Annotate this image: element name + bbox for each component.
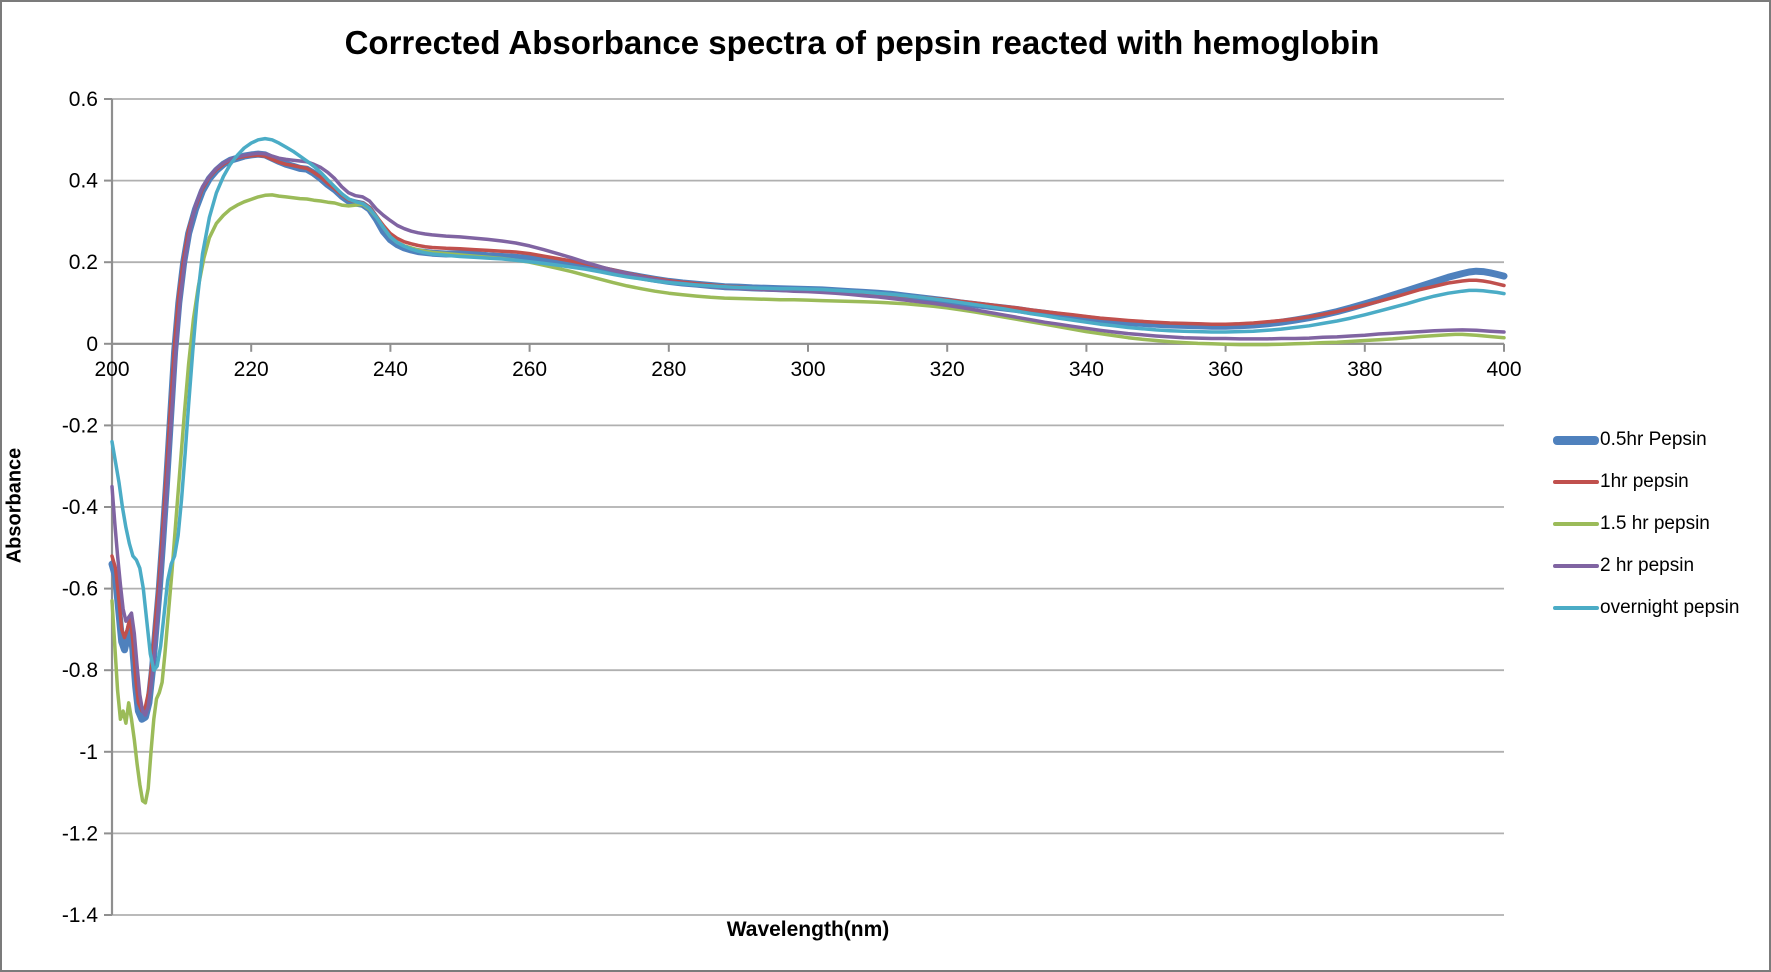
series-line-overnight-pepsin [110, 136, 1506, 672]
x-axis-title: Wavelength(nm) [726, 918, 890, 941]
legend-line-swatch [1553, 563, 1599, 569]
x-tick-label: 340 [1069, 358, 1104, 381]
x-tick-label: 400 [1486, 358, 1521, 381]
series-line-1hr-pepsin [110, 153, 1506, 713]
legend-item: 1hr pepsin [1553, 468, 1739, 496]
legend-label: 0.5hr Pepsin [1600, 429, 1707, 450]
legend: 0.5hr Pepsin 1hr pepsin 1.5 hr pepsin 2 … [1553, 426, 1739, 636]
legend-line-swatch [1553, 605, 1599, 611]
legend-item: overnight pepsin [1553, 594, 1739, 622]
legend-label: overnight pepsin [1600, 597, 1740, 618]
legend-line-swatch [1553, 435, 1599, 445]
y-tick-label: -0.8 [62, 659, 98, 682]
legend-item: 0.5hr Pepsin [1553, 426, 1739, 454]
x-tick-label: 360 [1208, 358, 1243, 381]
legend-line-swatch [1553, 479, 1599, 485]
x-tick-label: 200 [94, 358, 129, 381]
legend-label: 1.5 hr pepsin [1600, 513, 1710, 534]
y-tick-label: -0.6 [62, 578, 98, 601]
y-axis-title: Absorbance [3, 447, 26, 564]
y-tick-label: -1.2 [62, 822, 98, 845]
x-tick-label: 260 [512, 358, 547, 381]
chart-title: Corrected Absorbance spectra of pepsin r… [344, 24, 1380, 61]
series-line-0.5hr-Pepsin [108, 150, 1508, 723]
legend-label: 2 hr pepsin [1600, 555, 1695, 576]
legend-item: 1.5 hr pepsin [1553, 510, 1739, 538]
y-tick-label: 0.2 [69, 251, 98, 274]
y-tick-label: -0.2 [62, 414, 98, 437]
legend-label: 1hr pepsin [1600, 471, 1689, 492]
series-line-1.5-hr-pepsin [110, 193, 1506, 805]
series-line-2-hr-pepsin [110, 151, 1506, 717]
x-tick-label: 240 [373, 358, 408, 381]
x-tick-label: 300 [790, 358, 825, 381]
y-tick-label: 0.4 [69, 170, 99, 193]
y-tick-label: -1.4 [62, 904, 99, 927]
x-tick-label: 220 [234, 358, 269, 381]
legend-line-swatch [1553, 521, 1599, 527]
x-tick-label: 320 [930, 358, 965, 381]
legend-item: 2 hr pepsin [1553, 552, 1739, 580]
x-tick-label: 380 [1347, 358, 1382, 381]
y-tick-label: -0.4 [62, 496, 99, 519]
y-tick-label: 0.6 [69, 88, 98, 111]
y-tick-label: -1 [79, 741, 98, 764]
y-tick-label: 0 [86, 333, 98, 356]
x-tick-label: 280 [651, 358, 686, 381]
